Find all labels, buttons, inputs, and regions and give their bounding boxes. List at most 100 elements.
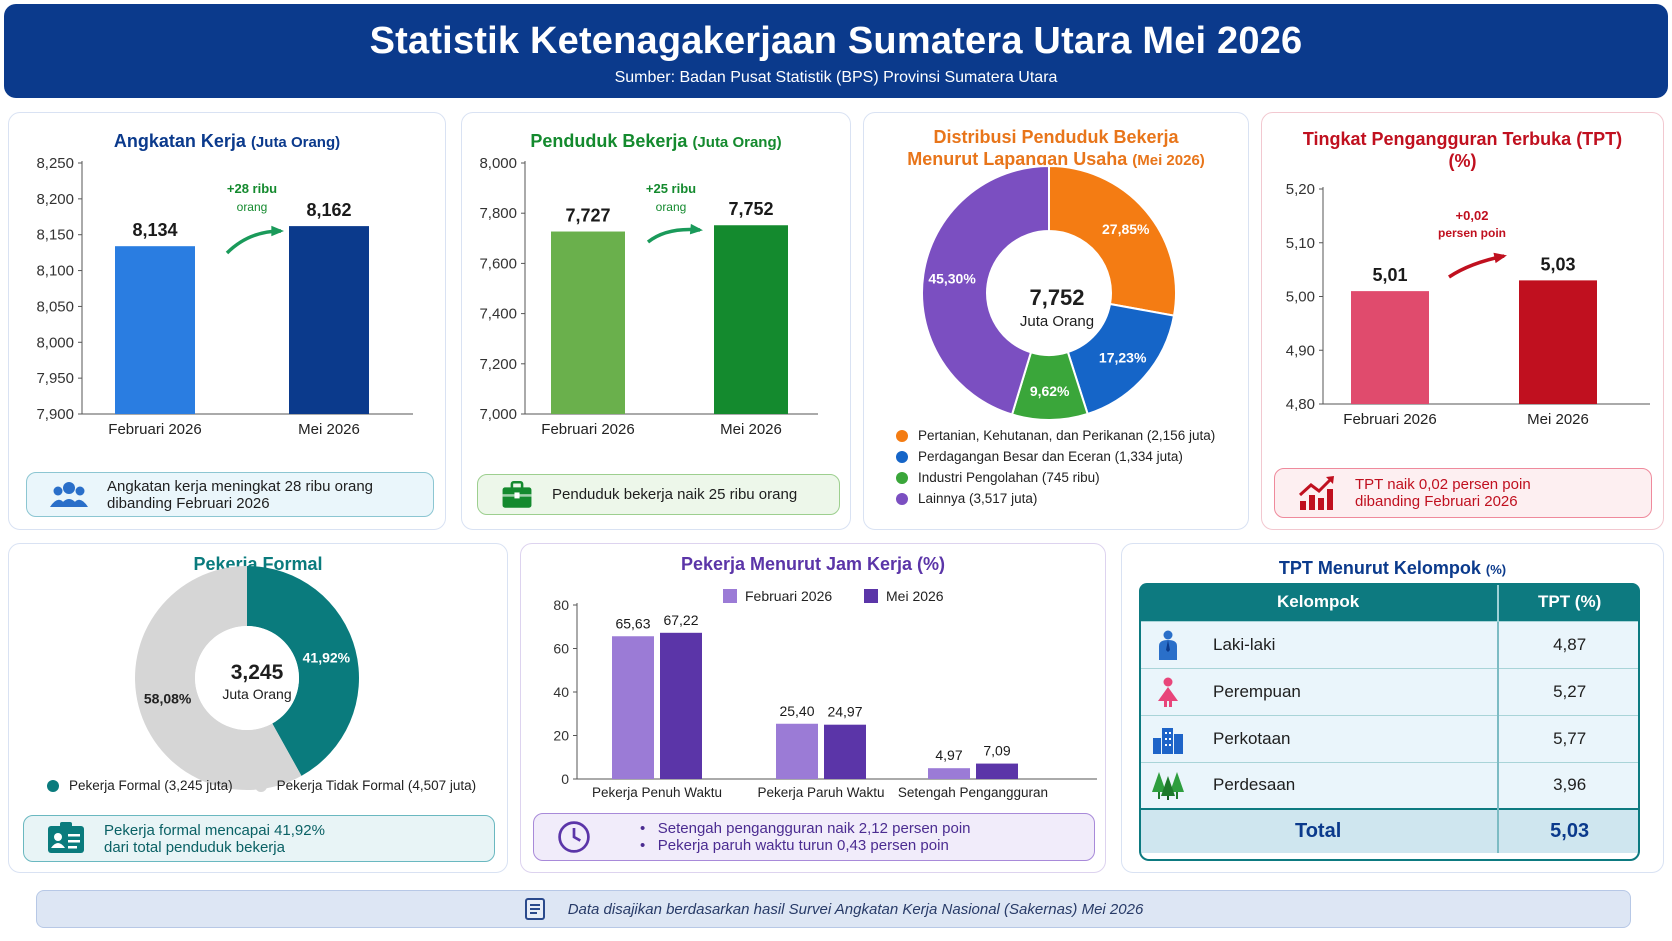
slice-label: 27,85%: [1102, 221, 1150, 237]
table-row: Perkotaan 5,77: [1139, 714, 1640, 762]
table-cell-kelompok: Perdesaan: [1139, 761, 1499, 809]
bar-value-label: 5,01: [1372, 265, 1407, 285]
table-cell-kelompok: Perempuan: [1139, 667, 1499, 715]
x-tick-label: Februari 2026: [108, 421, 201, 438]
y-tick-label: 7,400: [479, 306, 517, 323]
bar-value-label: 8,162: [306, 200, 351, 220]
footer-text: Data disajikan berdasarkan hasil Survei …: [567, 900, 1144, 918]
note-tpt-line2: dibanding Februari 2026: [1355, 493, 1518, 510]
legend-item: Pekerja Tidak Formal (4,507 juta): [254, 775, 476, 796]
distribusi-legend: Pertanian, Kehutanan, dan Perikanan (2,1…: [896, 425, 1215, 509]
donut-hole: [195, 626, 299, 730]
note-jam-line1: • Setengah pengangguran naik 2,12 persen…: [640, 820, 971, 837]
bar-value-label: 67,22: [663, 612, 698, 628]
bar: [612, 636, 654, 779]
card-jam-kerja: Pekerja Menurut Jam Kerja (%) 0 20 40 60 80 6…: [520, 543, 1106, 873]
slice-label: 45,30%: [928, 271, 976, 287]
legend-label: Perdagangan Besar dan Eceran (1,334 juta…: [918, 449, 1183, 464]
legend-swatch: [896, 492, 908, 505]
legend-swatch: [723, 589, 737, 603]
change-arrow: [1448, 252, 1507, 279]
card-title-line2: Menurut Lapangan Usaha: [907, 149, 1128, 169]
card-title: Distribusi Penduduk Bekerja Menurut Lapa…: [864, 126, 1248, 172]
id-card-icon: [48, 821, 84, 853]
card-title-line1: Distribusi Penduduk Bekerja: [933, 127, 1179, 147]
row-value: 4,87: [1497, 620, 1640, 668]
card-pekerja-formal: Pekerja Formal 41,92% 58,08% 3,245 Juta O…: [8, 543, 508, 873]
y-tick-label: 60: [553, 641, 569, 657]
note-angkatan-line1: Angkatan kerja meningkat 28 ribu orang: [107, 477, 374, 495]
document-icon: [524, 898, 545, 920]
row-label: Laki-laki: [1213, 634, 1276, 654]
card-penduduk-bekerja: Penduduk Bekerja (Juta Orang) 7,000 7,200…: [461, 112, 851, 530]
note-formal: Pekerja formal mencapai 41,92% dari tota…: [23, 815, 495, 862]
y-tick-label: 20: [553, 728, 569, 744]
trend-up-icon: [1298, 476, 1334, 510]
row-value: 5,27: [1497, 667, 1640, 715]
bar: [1351, 291, 1429, 404]
page-title: Statistik Ketenagakerjaan Sumatera Utara…: [369, 20, 1303, 62]
angkatan-kerja-chart: 7,900 7,950 8,000 8,050 8,100 8,150 8,200 8,250…: [36, 155, 413, 438]
table-header-row: Kelompok TPT (%): [1139, 583, 1640, 621]
card-distribusi: Distribusi Penduduk Bekerja Menurut Lapa…: [863, 112, 1249, 530]
change-arrow: [225, 225, 284, 255]
total-value: 5,03: [1497, 808, 1640, 853]
y-tick-label: 7,000: [479, 406, 517, 423]
y-tick-label: 7,900: [36, 406, 74, 423]
note-bekerja-text: Penduduk bekerja naik 25 ribu orang: [552, 486, 798, 503]
note-bekerja: Penduduk bekerja naik 25 ribu orang: [477, 474, 840, 515]
bar: [976, 763, 1018, 779]
y-tick-label: 0: [561, 771, 569, 787]
note-jam-line2: • Pekerja paruh waktu turun 0,43 persen …: [640, 837, 949, 854]
note-formal-line1: Pekerja formal mencapai 41,92%: [104, 821, 325, 839]
row-label: Perempuan: [1213, 681, 1301, 701]
bar-value-label: 7,752: [728, 199, 773, 219]
table-header-kelompok: Kelompok: [1139, 583, 1499, 621]
y-tick-label: 8,000: [36, 334, 74, 351]
table-cell-kelompok: Perkotaan: [1139, 714, 1499, 762]
y-tick-label: 8,250: [36, 155, 74, 172]
y-tick-label: 7,200: [479, 356, 517, 373]
slice-label: 58,08%: [144, 691, 192, 707]
distribusi-donut-chart: 27,85% 17,23% 9,62% 45,30%: [921, 164, 1177, 421]
card-title-text: Penduduk Bekerja: [530, 131, 688, 151]
bar: [928, 768, 970, 779]
total-label: Total: [1139, 808, 1499, 853]
change-arrow: [646, 223, 703, 244]
bar-value-label: 24,97: [827, 704, 862, 720]
y-tick-label: 8,000: [479, 155, 517, 172]
bar: [1519, 280, 1597, 404]
legend-label: Mei 2026: [886, 588, 944, 604]
change-unit: persen poin: [1438, 226, 1506, 240]
card-title-unit: (Mei 2026): [1132, 152, 1205, 169]
male-icon: [1159, 630, 1177, 660]
x-tick-label: Pekerja Paruh Waktu: [757, 785, 884, 800]
change-value: +25 ribu: [646, 181, 696, 196]
slice-label: 9,62%: [1030, 383, 1070, 399]
y-tick-label: 7,600: [479, 255, 517, 272]
bar-value-label: 4,97: [935, 747, 962, 763]
donut-slice: [247, 566, 360, 776]
x-tick-label: Februari 2026: [541, 421, 634, 438]
y-tick-label: 5,00: [1286, 289, 1315, 306]
bar: [551, 231, 625, 414]
y-tick-label: 80: [553, 597, 569, 613]
y-tick-label: 4,80: [1286, 396, 1315, 413]
legend-swatch: [896, 450, 908, 463]
card-title: TPT Menurut Kelompok (%): [1122, 558, 1663, 579]
legend-label: Industri Pengolahan (745 ribu): [918, 470, 1100, 485]
donut-center-value: 7,752: [1029, 285, 1085, 310]
pekerja-formal-donut-chart: 41,92% 58,08%: [135, 566, 360, 790]
penduduk-bekerja-chart: 7,000 7,200 7,400 7,600 7,800 8,000 7,727 Febru…: [479, 155, 818, 438]
y-tick-label: 5,10: [1286, 235, 1315, 252]
female-icon: [1158, 677, 1178, 707]
x-tick-label: Mei 2026: [1527, 411, 1589, 428]
change-value: +0,02: [1456, 208, 1489, 223]
table-row: Perempuan 5,27: [1139, 667, 1640, 715]
card-title-unit: (%): [1485, 562, 1507, 577]
bar-value-label: 7,09: [983, 743, 1010, 759]
change-value: +28 ribu: [227, 181, 277, 196]
header-banner: Statistik Ketenagakerjaan Sumatera Utara…: [4, 4, 1668, 98]
donut-slice: [135, 566, 302, 790]
table-header-tpt: TPT (%): [1497, 583, 1640, 621]
